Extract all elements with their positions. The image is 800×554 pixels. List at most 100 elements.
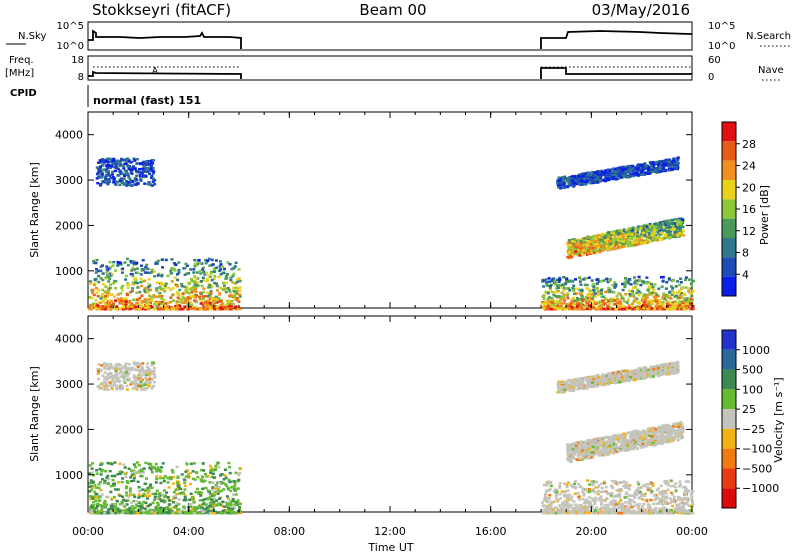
scatter-point xyxy=(123,307,127,310)
scatter-point xyxy=(665,226,669,229)
scatter-point xyxy=(546,304,550,308)
scatter-point xyxy=(119,367,123,371)
scatter-point xyxy=(137,307,141,310)
scatter-point xyxy=(604,169,608,172)
scatter-point xyxy=(638,306,642,310)
scatter-point xyxy=(194,262,197,266)
scatter-point xyxy=(555,287,559,290)
scatter-point xyxy=(141,362,145,365)
scatter-point xyxy=(120,501,124,505)
scatter-point xyxy=(636,288,640,291)
scatter-point xyxy=(564,287,568,290)
scatter-point xyxy=(678,294,682,298)
scatter-point xyxy=(167,503,171,506)
scatter-point xyxy=(107,299,111,302)
scatter-point xyxy=(211,506,215,509)
scatter-point xyxy=(606,246,609,250)
scatter-point xyxy=(174,263,178,266)
scatter-point xyxy=(131,179,135,183)
scatter-point xyxy=(573,248,577,251)
scatter-point xyxy=(128,299,132,303)
scatter-point xyxy=(104,164,108,167)
scatter-point xyxy=(105,476,109,479)
scatter-point xyxy=(642,296,646,300)
scatter-point xyxy=(129,302,133,306)
scatter-point xyxy=(112,383,116,387)
scatter-point xyxy=(122,498,126,502)
scatter-point xyxy=(175,502,179,505)
scatter-point xyxy=(145,365,149,369)
scatter-point xyxy=(570,179,574,182)
scatter-point xyxy=(129,366,133,370)
scatter-point xyxy=(236,277,240,281)
scatter-point xyxy=(222,488,226,491)
scatter-point xyxy=(140,474,144,478)
scatter-point xyxy=(169,499,173,503)
scatter-point xyxy=(608,170,612,174)
scatter-point xyxy=(100,462,104,465)
scatter-point xyxy=(602,279,606,282)
scatter-point xyxy=(177,268,181,272)
scatter-point xyxy=(588,296,592,300)
scatter-point xyxy=(600,239,604,242)
scatter-point xyxy=(147,181,151,184)
scatter-point xyxy=(141,259,145,262)
scatter-point xyxy=(659,228,663,231)
scatter-point xyxy=(183,495,187,499)
scatter-point xyxy=(655,168,659,172)
scatter-point xyxy=(636,225,640,228)
scatter-point xyxy=(164,282,168,286)
scatter-point xyxy=(199,291,203,295)
scatter-point xyxy=(615,177,618,181)
scatter-point xyxy=(130,479,133,483)
scatter-point xyxy=(562,276,566,279)
scatter-point xyxy=(593,171,597,175)
scatter-point xyxy=(573,238,577,241)
scatter-point xyxy=(106,510,110,513)
scatter-point xyxy=(122,463,126,466)
scatter-point xyxy=(231,497,235,501)
scatter-point xyxy=(112,510,116,513)
scatter-point xyxy=(617,242,620,245)
scatter-point xyxy=(136,182,140,185)
scatter-point xyxy=(123,174,126,178)
scatter-point xyxy=(208,283,212,287)
scatter-point xyxy=(110,512,114,515)
scatter-point xyxy=(603,173,607,176)
scatter-point xyxy=(616,297,619,301)
scatter-point xyxy=(224,483,228,486)
scatter-point xyxy=(208,496,212,499)
scatter-point xyxy=(170,477,173,480)
scatter-point xyxy=(571,253,575,257)
scatter-point xyxy=(126,283,130,286)
scatter-point xyxy=(144,387,148,390)
scatter-point xyxy=(628,168,632,172)
scatter-point xyxy=(116,167,120,171)
scatter-point xyxy=(639,227,643,230)
scatter-point xyxy=(91,288,95,291)
scatter-point xyxy=(591,250,595,253)
scatter-point xyxy=(112,495,116,499)
scatter-point xyxy=(119,297,123,300)
scatter-point xyxy=(189,492,193,496)
scatter-point xyxy=(238,279,242,283)
scatter-point xyxy=(88,482,92,485)
scatter-point xyxy=(155,468,159,471)
scatter-point xyxy=(585,175,589,179)
scatter-point xyxy=(96,294,100,298)
scatter-point xyxy=(137,377,141,380)
scatter-point xyxy=(571,307,575,311)
scatter-point xyxy=(108,362,112,366)
scatter-point xyxy=(177,261,181,264)
scatter-point xyxy=(571,239,574,243)
scatter-point xyxy=(662,164,665,167)
scatter-point xyxy=(123,367,127,371)
scatter-point xyxy=(159,506,163,509)
scatter-point xyxy=(203,486,207,490)
scatter-point xyxy=(137,464,141,467)
scatter-point xyxy=(643,302,647,305)
scatter-point xyxy=(193,258,197,262)
scatter-point xyxy=(589,236,593,239)
scatter-point xyxy=(95,268,98,271)
scatter-point xyxy=(589,181,592,185)
